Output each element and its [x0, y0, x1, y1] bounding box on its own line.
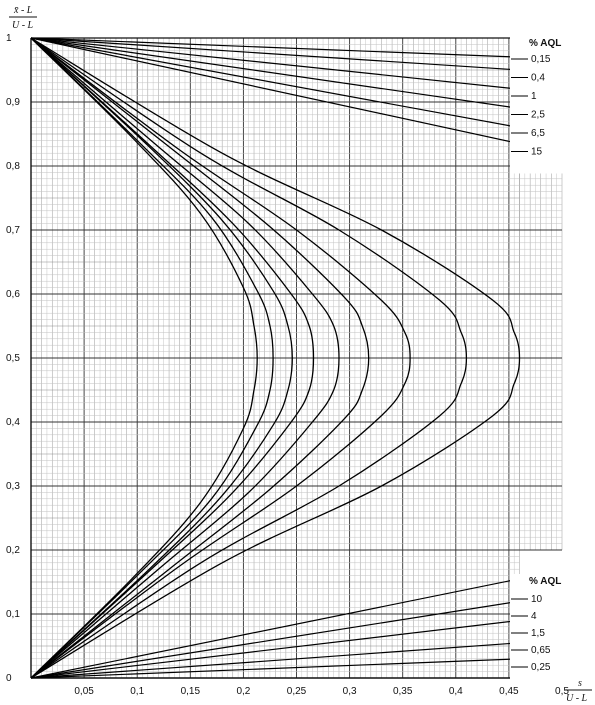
tick-labels: 0 0,1 0,2 0,3 0,4 0,5 0,6 0,7 0,8 0,9 1 0,05 0,1 0,15… [6, 33, 569, 697]
y-tick-label: 1 [6, 33, 12, 44]
legend-entry: 4 [531, 611, 537, 622]
x-tick-label: 0,2 [236, 686, 250, 697]
y-tick-label: 0,9 [6, 97, 20, 108]
legend-entry: 10 [531, 594, 543, 605]
y-tick-label: 0,2 [6, 545, 20, 556]
y-tick-label: 0,4 [6, 417, 20, 428]
y-axis-title: x̄ - L U - L [9, 5, 37, 31]
y-tick-label: 0,7 [6, 225, 20, 236]
aql-line-15 [30, 37, 520, 145]
y-tick-label: 0 [6, 673, 12, 684]
aql-line-2-5 [30, 37, 520, 109]
x-tick-label: 0,5 [555, 686, 569, 697]
x-tick-label: 0,1 [130, 686, 144, 697]
x-tick-label: 0,25 [287, 686, 307, 697]
x-axis-title: s U - L [565, 678, 592, 704]
aql-line-4 [30, 600, 520, 679]
x-tick-label: 0,15 [181, 686, 201, 697]
x-tick-label: 0,3 [343, 686, 357, 697]
acceptance-curves [30, 37, 521, 679]
legend-bottom-background [510, 574, 595, 684]
aql-line-0-25 [30, 658, 520, 679]
legend-entry: 1,5 [531, 628, 545, 639]
legend-title: % AQL [529, 576, 561, 587]
y-axis-title-top: x̄ - L [13, 5, 33, 16]
legend-entry: 0,65 [531, 645, 551, 656]
legend-entry: 2,5 [531, 110, 545, 121]
x-axis-title-bottom: U - L [566, 693, 588, 704]
acceptance-curve [30, 37, 293, 679]
legend-entry: 0,25 [531, 662, 551, 673]
legend-entry: 1 [531, 91, 537, 102]
x-axis-title-top: s [578, 678, 582, 689]
acceptance-curve [30, 37, 315, 679]
legend-entry: 15 [531, 147, 543, 158]
y-axis-title-bottom: U - L [12, 20, 34, 31]
x-tick-label: 0,05 [74, 686, 94, 697]
aql-line-0-15 [30, 37, 520, 58]
acceptance-curve [30, 37, 340, 679]
legend-entry: 0,4 [531, 73, 545, 84]
aql-line-0-65 [30, 642, 520, 679]
aql-line-0-4 [30, 37, 520, 71]
aql-series [30, 37, 520, 679]
acceptance-curve [30, 37, 258, 679]
legend-entry: 6,5 [531, 128, 545, 139]
x-tick-label: 0,45 [499, 686, 519, 697]
grid [30, 37, 563, 679]
y-tick-label: 0,8 [6, 161, 20, 172]
y-tick-label: 0,5 [6, 353, 20, 364]
acceptance-curve [30, 37, 411, 679]
acceptance-curve [30, 37, 274, 679]
y-tick-label: 0,3 [6, 481, 20, 492]
y-tick-label: 0,6 [6, 289, 20, 300]
aql-line-1 [30, 37, 520, 90]
acceptance-curve [30, 37, 468, 679]
y-tick-label: 0,1 [6, 609, 20, 620]
aql-line-6-5 [30, 37, 520, 129]
aql-line-1-5 [30, 619, 520, 679]
legend-title: % AQL [529, 38, 561, 49]
legend-top-background [510, 36, 595, 174]
legends: % AQL 0,15 0,4 1 2,5 6,5 15 % AQL 10 4 1,5 0,65 0,25 [510, 36, 595, 684]
acceptance-curve [30, 37, 370, 679]
x-tick-label: 0,4 [449, 686, 463, 697]
x-tick-label: 0,35 [393, 686, 413, 697]
acceptance-curve [30, 37, 521, 679]
axes [30, 37, 562, 679]
aql-line-10 [30, 578, 520, 679]
legend-entry: 0,15 [531, 54, 551, 65]
